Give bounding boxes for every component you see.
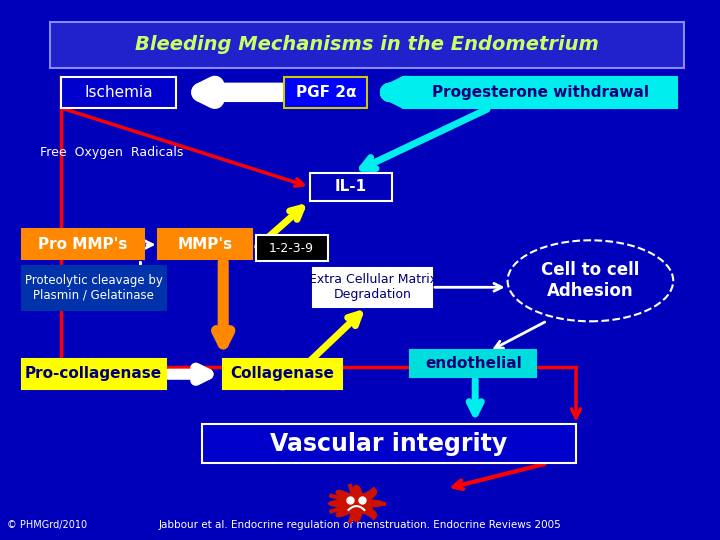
FancyBboxPatch shape bbox=[313, 268, 432, 307]
Text: Ischemia: Ischemia bbox=[84, 85, 153, 100]
Text: endothelial: endothelial bbox=[425, 356, 522, 371]
Text: Collagenase: Collagenase bbox=[230, 367, 335, 381]
Text: Vascular integrity: Vascular integrity bbox=[270, 432, 508, 456]
FancyBboxPatch shape bbox=[22, 266, 166, 310]
FancyBboxPatch shape bbox=[223, 359, 342, 389]
FancyBboxPatch shape bbox=[256, 235, 328, 261]
FancyBboxPatch shape bbox=[284, 77, 367, 108]
Text: MMP's: MMP's bbox=[178, 237, 233, 252]
Text: Pro-collagenase: Pro-collagenase bbox=[25, 367, 162, 381]
Text: Proteolytic cleavage by
Plasmin / Gelatinase: Proteolytic cleavage by Plasmin / Gelati… bbox=[24, 274, 163, 302]
FancyBboxPatch shape bbox=[22, 359, 166, 389]
FancyBboxPatch shape bbox=[50, 22, 684, 68]
Text: 1-2-3-9: 1-2-3-9 bbox=[269, 242, 314, 255]
Text: Pro MMP's: Pro MMP's bbox=[38, 237, 127, 252]
Text: PGF 2α: PGF 2α bbox=[295, 85, 356, 100]
Text: Cell to cell
Adhesion: Cell to cell Adhesion bbox=[541, 261, 639, 300]
Text: Extra Cellular Matrix
Degradation: Extra Cellular Matrix Degradation bbox=[309, 273, 436, 301]
Text: Bleeding Mechanisms in the Endometrium: Bleeding Mechanisms in the Endometrium bbox=[135, 35, 599, 54]
FancyBboxPatch shape bbox=[202, 424, 576, 463]
FancyBboxPatch shape bbox=[22, 230, 144, 259]
Text: Jabbour et al. Endocrine regulation of menstruation. Endocrine Reviews 2005: Jabbour et al. Endocrine regulation of m… bbox=[158, 520, 562, 530]
Text: IL-1: IL-1 bbox=[335, 179, 367, 194]
Text: Free  Oxygen  Radicals: Free Oxygen Radicals bbox=[40, 146, 183, 159]
FancyBboxPatch shape bbox=[410, 350, 536, 377]
Text: Progesterone withdrawal: Progesterone withdrawal bbox=[431, 85, 649, 100]
FancyBboxPatch shape bbox=[403, 77, 677, 108]
Text: © PHMGrd/2010: © PHMGrd/2010 bbox=[7, 520, 87, 530]
FancyBboxPatch shape bbox=[61, 77, 176, 108]
Ellipse shape bbox=[508, 240, 673, 321]
FancyBboxPatch shape bbox=[158, 230, 252, 259]
FancyBboxPatch shape bbox=[310, 173, 392, 201]
